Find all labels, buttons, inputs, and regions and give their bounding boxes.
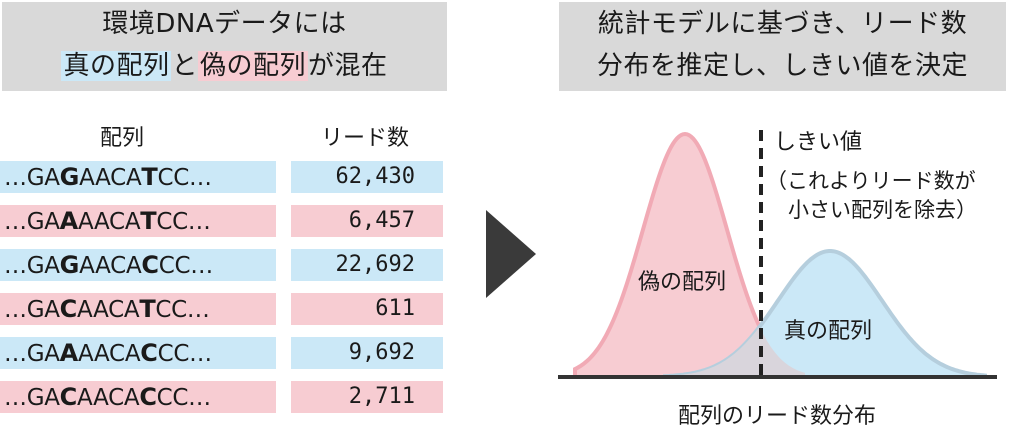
read-count-cell: 611 xyxy=(291,293,443,325)
variant-base-2: C xyxy=(141,251,159,279)
true-sequence-label: 真の配列 xyxy=(784,319,873,344)
sequence-prefix: …GA xyxy=(4,165,60,191)
sequence-prefix: …GA xyxy=(4,297,60,323)
sequence-row-true: …GAGAACACCC… xyxy=(0,249,276,281)
variant-base-2: C xyxy=(139,383,157,411)
sequence-suffix: CC… xyxy=(158,253,214,279)
sequence-prefix: …GA xyxy=(4,253,60,279)
read-count-cell: 9,692 xyxy=(291,337,443,369)
variant-base-2: T xyxy=(140,207,157,235)
variant-base-1: C xyxy=(59,295,78,323)
threshold-note-line2: 小さい配列を除去） xyxy=(788,198,977,222)
sequence-middle: AACA xyxy=(77,209,141,235)
variant-base-1: A xyxy=(59,207,79,235)
sequence-row-false: …GACAACATCC… xyxy=(0,293,276,325)
left-header-line2: 真の配列と偽の配列が混在 xyxy=(2,45,447,87)
sequence-suffix: CC… xyxy=(155,297,210,323)
sequence-prefix: …GA xyxy=(4,209,60,235)
read-count-cell: 6,457 xyxy=(291,205,443,237)
left-header-line1: 環境DNAデータには xyxy=(102,9,347,39)
sequence-row-true: …GAAAACACCC… xyxy=(0,337,276,369)
sequence-column-header: 配列 xyxy=(100,126,145,151)
read-count-cell: 2,711 xyxy=(291,381,443,413)
arrow-right-icon xyxy=(486,210,536,298)
sequence-prefix: …GA xyxy=(4,341,60,367)
sequence-middle: AACA xyxy=(77,297,140,323)
sequence-suffix: CC… xyxy=(157,341,213,367)
threshold-note-line1: （これよりリード数が xyxy=(766,169,976,193)
false-sequence-highlight: 偽の配列 xyxy=(198,51,309,81)
variant-base-1: G xyxy=(59,251,80,279)
read-count-distribution-plot xyxy=(558,130,997,379)
variant-base-2: C xyxy=(140,339,158,367)
sequence-prefix: …GA xyxy=(4,385,60,411)
read-count-cell: 22,692 xyxy=(291,249,443,281)
read-count-cell: 62,430 xyxy=(291,161,443,193)
variant-base-1: G xyxy=(59,163,80,191)
distribution-overlap xyxy=(665,327,805,377)
x-axis-label: 配列のリード数分布 xyxy=(678,404,877,429)
reads-column-header: リード数 xyxy=(321,126,410,151)
variant-base-1: A xyxy=(59,339,79,367)
sequence-row-false: …GACAACACCC… xyxy=(0,381,276,413)
sequence-row-true: …GAGAACATCC… xyxy=(0,161,276,193)
variant-base-2: T xyxy=(141,163,158,191)
sequence-middle: AACA xyxy=(77,341,141,367)
sequence-middle: AACA xyxy=(79,165,142,191)
right-header: 統計モデルに基づき、リード数 分布を推定し、しきい値を決定 xyxy=(559,2,1006,91)
conjunction-text: と xyxy=(171,51,198,81)
threshold-label: しきい値 xyxy=(774,130,863,155)
sequence-middle: AACA xyxy=(77,385,140,411)
sequence-suffix: CC… xyxy=(156,385,212,411)
sequence-row-false: …GAAAACATCC… xyxy=(0,205,276,237)
left-header: 環境DNAデータには 真の配列と偽の配列が混在 xyxy=(2,2,447,91)
right-header-line1: 統計モデルに基づき、リード数 xyxy=(597,9,968,39)
sequence-suffix: CC… xyxy=(156,209,211,235)
true-sequence-highlight: 真の配列 xyxy=(61,51,172,81)
right-header-line2: 分布を推定し、しきい値を決定 xyxy=(596,51,968,81)
header-tail-text: が混在 xyxy=(308,51,388,81)
sequence-middle: AACA xyxy=(79,253,142,279)
sequence-suffix: CC… xyxy=(157,165,212,191)
variant-base-1: C xyxy=(59,383,78,411)
variant-base-2: T xyxy=(139,295,156,323)
false-sequence-label: 偽の配列 xyxy=(638,270,727,295)
